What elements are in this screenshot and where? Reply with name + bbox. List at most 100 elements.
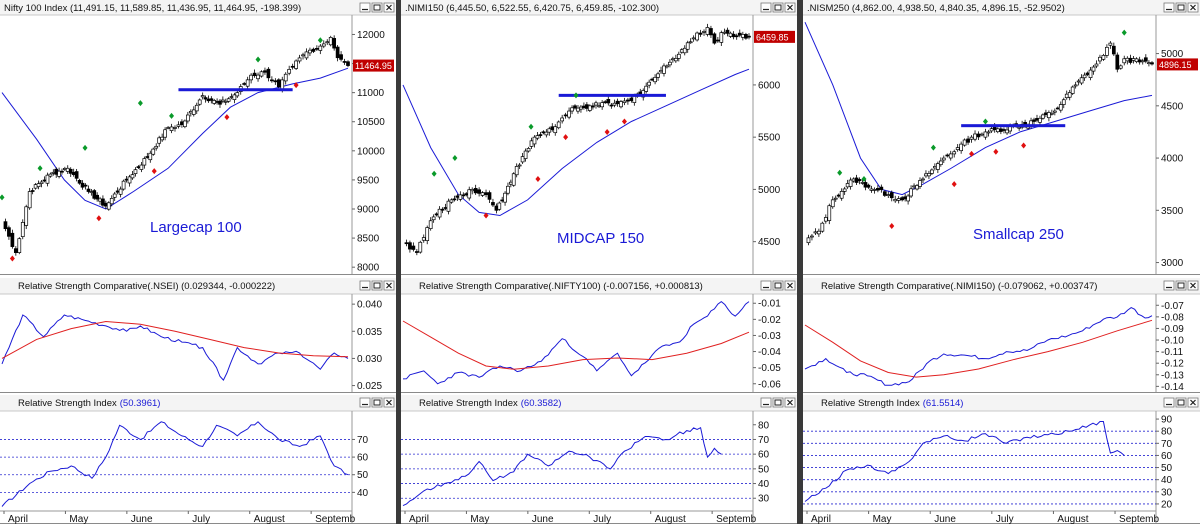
candle-body <box>408 242 412 250</box>
candle-body <box>503 192 507 203</box>
y-tick-label: 0.025 <box>357 381 382 392</box>
maximize-icon-frame[interactable] <box>371 397 383 408</box>
close-icon[interactable] <box>383 280 395 291</box>
maximize-icon-frame[interactable] <box>1175 397 1187 408</box>
candle <box>973 130 977 142</box>
candle-body <box>712 33 717 44</box>
candle-body <box>619 101 623 108</box>
swing-low-marker <box>1021 142 1027 149</box>
maximize-icon-frame[interactable] <box>1175 2 1187 13</box>
candle <box>263 67 267 75</box>
maximize-icon[interactable] <box>1175 397 1187 408</box>
candle-body <box>304 51 309 59</box>
last-price-tag <box>754 30 795 43</box>
maximize-icon[interactable] <box>772 2 784 13</box>
minimize-icon[interactable] <box>359 280 371 291</box>
close-icon[interactable] <box>784 2 796 13</box>
maximize-icon-frame[interactable] <box>1175 280 1187 291</box>
close-icon[interactable] <box>784 280 796 291</box>
maximize-icon-frame[interactable] <box>772 2 784 13</box>
candle <box>644 82 649 94</box>
minimize-icon-frame[interactable] <box>1163 397 1175 408</box>
minimize-icon-frame[interactable] <box>760 397 772 408</box>
minimize-icon-frame[interactable] <box>760 2 772 13</box>
candle-body <box>148 152 153 161</box>
swing-high-marker <box>37 165 43 172</box>
maximize-icon[interactable] <box>772 280 784 291</box>
close-glyph <box>787 399 793 406</box>
candle-body <box>121 180 126 190</box>
maximize-icon-frame[interactable] <box>772 280 784 291</box>
candle-body <box>857 179 862 182</box>
maximize-icon[interactable] <box>1175 280 1187 291</box>
candle <box>304 48 309 60</box>
minimize-icon-frame[interactable] <box>1163 280 1175 291</box>
candle-body <box>1055 107 1060 110</box>
candle-body <box>747 35 751 38</box>
y-tick-label: 4000 <box>1161 154 1184 165</box>
close-icon[interactable] <box>1187 280 1199 291</box>
minimize-icon[interactable] <box>1163 2 1175 13</box>
maximize-icon[interactable] <box>772 397 784 408</box>
candle-body <box>731 33 736 38</box>
minimize-icon[interactable] <box>359 2 371 13</box>
candle-body <box>487 192 492 200</box>
maximize-icon-frame[interactable] <box>371 280 383 291</box>
chart-1-price-pane: Nifty 100 Index (11,491.15, 11,589.85, 1… <box>0 0 396 275</box>
candle-body <box>719 32 724 43</box>
candle <box>256 72 260 82</box>
candle <box>983 128 988 140</box>
minimize-icon[interactable] <box>1163 280 1175 291</box>
minimize-icon[interactable] <box>760 280 772 291</box>
y-tick-label: -0.08 <box>1161 312 1184 323</box>
candles-group <box>3 35 350 256</box>
candle-body <box>1005 129 1009 134</box>
minimize-icon-frame[interactable] <box>1163 2 1175 13</box>
minimize-icon-frame[interactable] <box>760 280 772 291</box>
maximize-icon[interactable] <box>371 280 383 291</box>
maximize-icon-frame[interactable] <box>772 397 784 408</box>
close-icon[interactable] <box>383 2 395 13</box>
maximize-icon[interactable] <box>1175 2 1187 13</box>
candle <box>106 201 111 211</box>
candle <box>668 59 672 68</box>
candle <box>491 198 495 208</box>
moving-average-line <box>1 67 349 210</box>
candle <box>969 135 974 143</box>
pane-title-text: .NIMI150 (6,445.50, 6,522.55, 6,420.75, … <box>405 3 659 14</box>
candle-body <box>556 121 561 129</box>
close-icon[interactable] <box>1187 397 1199 408</box>
candle <box>952 149 957 158</box>
candle-body <box>273 80 278 83</box>
candle-body <box>641 90 646 98</box>
close-icon[interactable] <box>1187 2 1199 13</box>
minimize-icon-frame[interactable] <box>359 2 371 13</box>
candle-body <box>342 61 347 63</box>
pane-title-text: .NISM250 (4,862.00, 4,938.50, 4,840.35, … <box>807 3 1065 14</box>
candle-body <box>36 183 41 188</box>
minimize-icon[interactable] <box>1163 397 1175 408</box>
close-icon[interactable] <box>383 397 395 408</box>
close-glyph <box>1190 399 1196 406</box>
candle <box>36 180 41 190</box>
y-tick-label: 50 <box>758 464 770 475</box>
close-icon[interactable] <box>784 397 796 408</box>
minimize-icon[interactable] <box>760 397 772 408</box>
y-tick-label: 70 <box>758 435 770 446</box>
minimize-icon-frame[interactable] <box>359 397 371 408</box>
maximize-icon-frame[interactable] <box>371 2 383 13</box>
minimize-icon[interactable] <box>359 397 371 408</box>
candle <box>218 98 222 108</box>
candle-body <box>722 31 727 34</box>
candle <box>1061 97 1066 109</box>
last-price-tag <box>1157 58 1198 71</box>
minimize-icon-frame[interactable] <box>359 280 371 291</box>
y-tick-label: 9500 <box>357 175 380 186</box>
maximize-icon[interactable] <box>371 2 383 13</box>
candle <box>955 144 960 152</box>
y-tick-label: 80 <box>1161 427 1173 438</box>
x-tick-label: July <box>192 514 210 524</box>
x-tick-label: April <box>811 514 831 524</box>
maximize-icon[interactable] <box>371 397 383 408</box>
minimize-icon[interactable] <box>760 2 772 13</box>
